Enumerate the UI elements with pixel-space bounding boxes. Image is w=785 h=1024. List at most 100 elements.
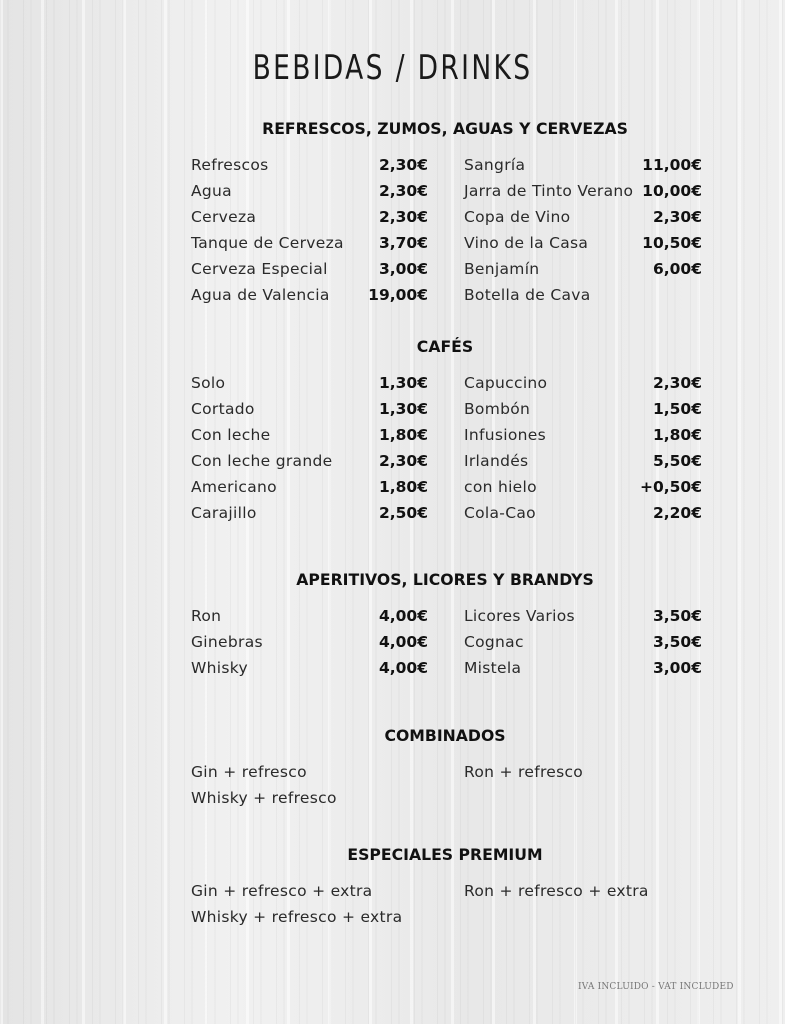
menu-item: Cerveza Especial 3,00€	[191, 256, 428, 282]
menu-item: Con leche 1,80€	[191, 422, 428, 448]
menu-item: Agua de Valencia 19,00€	[191, 282, 428, 308]
item-price: 10,00€	[642, 182, 702, 200]
menu-item: Ginebras 4,00€	[191, 629, 428, 655]
section-heading: REFRESCOS, ZUMOS, AGUAS Y CERVEZAS	[262, 119, 628, 138]
menu-item: Agua 2,30€	[191, 178, 428, 204]
menu-item: Carajillo 2,50€	[191, 500, 428, 526]
item-price: 4,00€	[378, 633, 428, 651]
menu-item: Gin + refresco	[191, 759, 428, 785]
menu-item: Whisky + refresco	[191, 785, 428, 811]
menu-item: Cola-Cao 2,20€	[464, 500, 702, 526]
tax-note: IVA INCLUIDO - VAT INCLUDED	[578, 982, 734, 992]
item-name: Copa de Vino	[464, 208, 571, 226]
item-price: 1,30€	[378, 374, 428, 392]
menu-item: Americano 1,80€	[191, 474, 428, 500]
section-heading: CAFÉS	[416, 337, 474, 356]
menu-item: Vino de la Casa 10,50€	[464, 230, 702, 256]
item-price: 1,50€	[652, 400, 702, 418]
item-price: 6,00€	[652, 260, 702, 278]
item-price: 2,30€	[378, 208, 428, 226]
item-name: Ginebras	[191, 633, 263, 651]
item-price: 4,00€	[378, 659, 428, 677]
item-price: 5,50€	[652, 452, 702, 470]
menu-item: Mistela 3,00€	[464, 655, 702, 681]
item-name: Cola-Cao	[464, 504, 536, 522]
menu-item: Botella de Cava	[464, 282, 702, 308]
item-price: 3,50€	[652, 633, 702, 651]
item-price: 19,00€	[368, 286, 428, 304]
item-name: Ron + refresco	[464, 763, 584, 781]
menu-item: Jarra de Tinto Verano 10,00€	[464, 178, 702, 204]
menu-section: REFRESCOS, ZUMOS, AGUAS Y CERVEZAS Refres…	[0, 119, 785, 308]
item-name: Bombón	[464, 400, 531, 418]
item-name: Whisky + refresco	[191, 789, 337, 807]
menu-item: Irlandés 5,50€	[464, 448, 702, 474]
section-heading: APERITIVOS, LICORES Y BRANDYS	[296, 570, 594, 589]
menu-item: Ron + refresco + extra	[464, 878, 702, 904]
menu-item: Con leche grande 2,30€	[191, 448, 428, 474]
menu-item: Benjamín 6,00€	[464, 256, 702, 282]
item-price: 1,80€	[378, 426, 428, 444]
menu-item: Whisky 4,00€	[191, 655, 428, 681]
item-name: Ron	[191, 607, 222, 625]
menu-item: Bombón 1,50€	[464, 396, 702, 422]
item-name: Americano	[191, 478, 277, 496]
item-name: Botella de Cava	[464, 286, 591, 304]
item-name: Cerveza Especial	[191, 260, 328, 278]
item-price: 3,70€	[378, 234, 428, 252]
item-price: 1,80€	[378, 478, 428, 496]
item-price: 2,30€	[652, 208, 702, 226]
item-price: 2,30€	[652, 374, 702, 392]
item-name: Agua de Valencia	[191, 286, 330, 304]
item-name: Gin + refresco	[191, 763, 307, 781]
menu-item: Copa de Vino 2,30€	[464, 204, 702, 230]
item-price: 2,30€	[378, 182, 428, 200]
menu-item: Cerveza 2,30€	[191, 204, 428, 230]
item-price: +0,50€	[639, 478, 702, 496]
menu-section: ESPECIALES PREMIUM Gin + refresco + extra…	[0, 845, 785, 930]
menu-item: Sangría 11,00€	[464, 152, 702, 178]
menu-item: Ron + refresco	[464, 759, 702, 785]
item-name: Solo	[191, 374, 226, 392]
item-name: Cortado	[191, 400, 255, 418]
item-price: 11,00€	[642, 156, 702, 174]
item-name: Licores Varios	[464, 607, 575, 625]
page-title: BEBIDAS / DRINKS	[252, 48, 533, 88]
item-name: Cognac	[464, 633, 524, 651]
item-name: Carajillo	[191, 504, 257, 522]
menu-item: Infusiones 1,80€	[464, 422, 702, 448]
item-name: Cerveza	[191, 208, 257, 226]
item-name: Agua	[191, 182, 232, 200]
item-price: 1,80€	[652, 426, 702, 444]
menu-item: Whisky + refresco + extra	[191, 904, 428, 930]
item-price: 10,50€	[642, 234, 702, 252]
item-name: Tanque de Cerveza	[191, 234, 344, 252]
item-name: Sangría	[464, 156, 526, 174]
item-price: 1,30€	[378, 400, 428, 418]
menu-item: Ron 4,00€	[191, 603, 428, 629]
menu-item: Licores Varios 3,50€	[464, 603, 702, 629]
item-name: Ron + refresco + extra	[464, 882, 649, 900]
menu-item: Cortado 1,30€	[191, 396, 428, 422]
menu-section: CAFÉS Solo 1,30€ Cortado 1,30€ Con leche 1,80€…	[0, 337, 785, 526]
item-name: Con leche	[191, 426, 271, 444]
item-name: Con leche grande	[191, 452, 333, 470]
item-price: 2,50€	[378, 504, 428, 522]
item-name: Refrescos	[191, 156, 269, 174]
menu-item: Capuccino 2,30€	[464, 370, 702, 396]
section-heading: COMBINADOS	[384, 726, 506, 745]
menu-item: Refrescos 2,30€	[191, 152, 428, 178]
item-price: 3,00€	[378, 260, 428, 278]
menu-item: Gin + refresco + extra	[191, 878, 428, 904]
menu-item: con hielo +0,50€	[464, 474, 702, 500]
item-name: Jarra de Tinto Verano	[464, 182, 634, 200]
item-name: Capuccino	[464, 374, 548, 392]
item-price: 2,30€	[378, 452, 428, 470]
item-name: Mistela	[464, 659, 522, 677]
item-name: Benjamín	[464, 260, 540, 278]
menu-item: Cognac 3,50€	[464, 629, 702, 655]
item-price: 3,50€	[652, 607, 702, 625]
section-heading: ESPECIALES PREMIUM	[347, 845, 543, 864]
menu-section: APERITIVOS, LICORES Y BRANDYS Ron 4,00€ Gin…	[0, 570, 785, 681]
item-name: Irlandés	[464, 452, 529, 470]
